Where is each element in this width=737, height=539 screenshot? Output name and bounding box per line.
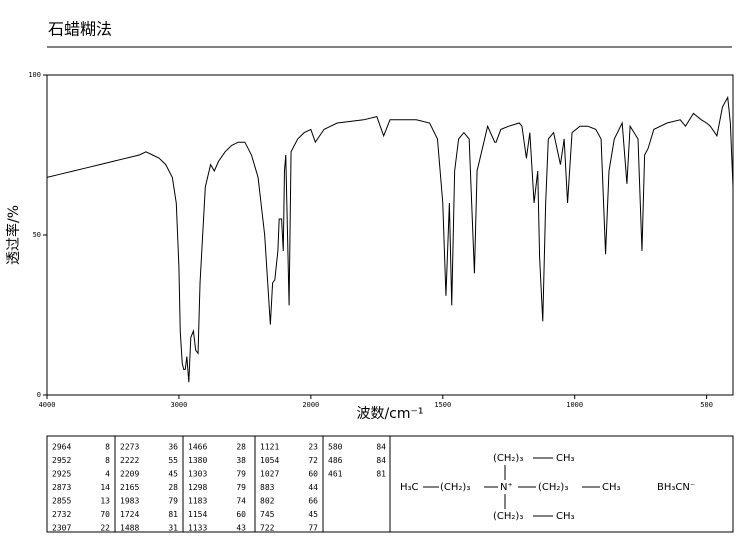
structure-text: CH₃	[556, 453, 575, 464]
peak-transmittance: 84	[376, 456, 386, 465]
table-dividers	[114, 436, 391, 532]
peak-transmittance: 36	[168, 443, 178, 452]
peak-transmittance: 79	[236, 483, 246, 492]
page-title: 石蜡糊法	[48, 20, 112, 39]
peak-transmittance: 66	[308, 497, 318, 506]
peak-wavenumber: 1027	[260, 470, 279, 479]
peak-transmittance: 70	[100, 510, 110, 519]
peak-wavenumber: 2209	[120, 470, 139, 479]
x-tick-label: 1000	[566, 401, 583, 409]
peak-wavenumber: 2222	[120, 456, 139, 465]
peak-wavenumber: 2964	[52, 443, 71, 452]
peak-wavenumber: 1154	[188, 510, 207, 519]
peak-transmittance: 60	[236, 510, 246, 519]
peak-wavenumber: 1303	[188, 470, 207, 479]
peak-wavenumber: 1380	[188, 456, 207, 465]
peak-transmittance: 8	[105, 456, 110, 465]
peak-wavenumber: 1298	[188, 483, 207, 492]
peak-wavenumber: 486	[328, 456, 343, 465]
peak-wavenumber: 1183	[188, 497, 207, 506]
structure-text: CH₃	[602, 482, 621, 493]
peak-wavenumber: 2165	[120, 483, 139, 492]
peak-transmittance: 28	[168, 483, 178, 492]
x-tick-label: 1500	[434, 401, 451, 409]
structure-text: (CH₂)₃	[440, 482, 470, 493]
peak-transmittance: 77	[308, 524, 318, 533]
peak-transmittance: 55	[168, 456, 178, 465]
peak-transmittance: 74	[236, 497, 246, 506]
x-tick-label: 2000	[302, 401, 319, 409]
peak-transmittance: 38	[236, 456, 246, 465]
peak-transmittance: 4	[105, 470, 110, 479]
structure-text: BH₃CN⁻	[657, 482, 695, 493]
peak-transmittance: 44	[308, 483, 318, 492]
peak-transmittance: 31	[168, 524, 178, 533]
peak-transmittance: 43	[236, 524, 246, 533]
structure-bonds	[423, 457, 600, 517]
peak-transmittance: 8	[105, 443, 110, 452]
peak-wavenumber: 745	[260, 510, 275, 519]
peak-transmittance: 81	[168, 510, 178, 519]
x-tick-label: 3000	[170, 401, 187, 409]
peak-wavenumber: 2855	[52, 497, 71, 506]
peak-transmittance: 81	[376, 470, 386, 479]
structure-text: CH₃	[556, 511, 575, 522]
peak-transmittance: 13	[100, 497, 110, 506]
peak-wavenumber: 2952	[52, 456, 71, 465]
peak-wavenumber: 2732	[52, 510, 71, 519]
x-tick-label: 500	[700, 401, 713, 409]
peak-wavenumber: 2307	[52, 524, 71, 533]
peak-transmittance: 79	[236, 470, 246, 479]
peak-wavenumber: 1983	[120, 497, 139, 506]
x-tick-label: 4000	[39, 401, 56, 409]
peak-wavenumber: 461	[328, 470, 343, 479]
structure-text: (CH₂)₃	[538, 482, 568, 493]
peak-wavenumber: 802	[260, 497, 275, 506]
peak-transmittance: 45	[308, 510, 318, 519]
peak-wavenumber: 2873	[52, 483, 71, 492]
structure-text: (CH₂)₃	[493, 453, 523, 464]
y-tick-label: 100	[28, 71, 41, 79]
peak-wavenumber: 1133	[188, 524, 207, 533]
peak-transmittance: 84	[376, 443, 386, 452]
y-tick-label: 0	[37, 391, 41, 399]
peak-wavenumber: 1488	[120, 524, 139, 533]
y-axis-label: 透过率/%	[5, 205, 22, 265]
plot-frame	[46, 74, 734, 396]
peak-wavenumber: 722	[260, 524, 275, 533]
peak-wavenumber: 2925	[52, 470, 71, 479]
peak-transmittance: 60	[308, 470, 318, 479]
peak-transmittance: 28	[236, 443, 246, 452]
structure-text: N⁺	[500, 482, 513, 493]
structure-text: (CH₂)₃	[493, 511, 523, 522]
peak-wavenumber: 580	[328, 443, 343, 452]
peak-wavenumber: 1466	[188, 443, 207, 452]
peak-transmittance: 45	[168, 470, 178, 479]
peak-wavenumber: 883	[260, 483, 275, 492]
peak-wavenumber: 1724	[120, 510, 139, 519]
x-axis-label: 波数/cm⁻¹	[356, 406, 423, 422]
spectrum-line	[46, 95, 734, 383]
peak-transmittance: 79	[168, 497, 178, 506]
peak-transmittance: 72	[308, 456, 318, 465]
peak-transmittance: 14	[100, 483, 110, 492]
peak-wavenumber: 1054	[260, 456, 279, 465]
peak-transmittance: 22	[100, 524, 110, 533]
y-tick-label: 50	[33, 231, 41, 239]
peak-wavenumber: 1121	[260, 443, 279, 452]
structure-text: H₃C	[400, 482, 419, 493]
peak-transmittance: 23	[308, 443, 318, 452]
peak-wavenumber: 2273	[120, 443, 139, 452]
